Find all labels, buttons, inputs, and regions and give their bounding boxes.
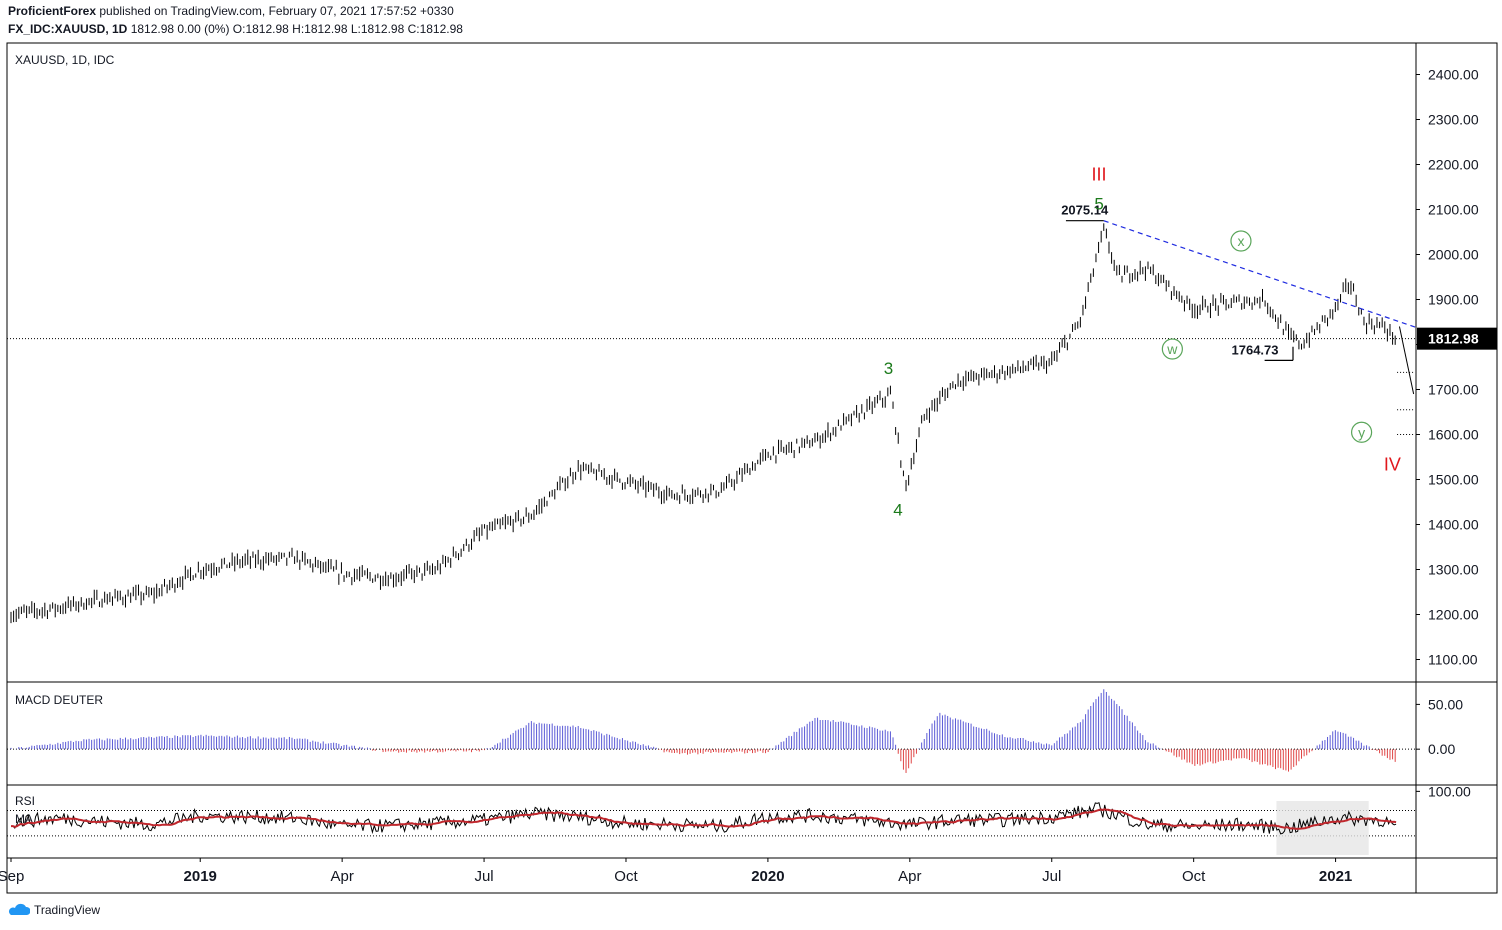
time-tick-label: Oct [614, 868, 638, 885]
rsi-ma-line [11, 808, 1397, 830]
last-price-badge [1417, 327, 1497, 350]
wave-x-label: x [1237, 233, 1244, 249]
symbol-info: FX_IDC:XAUUSD, 1D 1812.98 0.00 (0%) O:18… [8, 22, 463, 36]
main-pane-title: XAUUSD, 1D, IDC [15, 53, 115, 67]
publish-date: published on TradingView.com, February 0… [99, 4, 454, 18]
wave-IV-label: IV [1384, 455, 1401, 475]
cloud-icon [9, 903, 30, 915]
macd-tick-label: 50.00 [1428, 696, 1463, 712]
macd-pane-title: MACD DEUTER [15, 693, 103, 707]
time-tick-label: Jul [1042, 868, 1061, 885]
price-tick-label: 2300.00 [1428, 112, 1479, 128]
wave-3-label: 3 [884, 359, 893, 378]
price-tick-label: 1100.00 [1428, 652, 1478, 668]
wave-y-circle [1350, 421, 1373, 443]
price-tick-label: 1400.00 [1428, 517, 1479, 533]
time-tick-label: Jul [474, 868, 493, 885]
wave-w-circle [1161, 338, 1183, 360]
price-bars [10, 223, 1396, 624]
trend-line [1103, 220, 1417, 328]
time-tick-label: Oct [1182, 868, 1206, 885]
price-tick-label: 1500.00 [1428, 472, 1479, 488]
price-tick-label: 2200.00 [1428, 157, 1479, 173]
price-tick-label: 2000.00 [1428, 247, 1479, 263]
wave-x-circle [1230, 230, 1252, 252]
symbol-name: FX_IDC:XAUUSD, 1D [8, 22, 128, 36]
high-price-label: 2075.14 [1061, 203, 1109, 218]
price-tick-label: 2400.00 [1428, 67, 1479, 83]
price-tick-label: 1700.00 [1428, 382, 1479, 398]
macd-tick-label: 0.00 [1428, 741, 1455, 757]
rsi-tick-label: 100.00 [1428, 783, 1471, 799]
rsi-line [10, 802, 1397, 835]
time-tick-label: 2020 [751, 868, 784, 885]
low-price-label: 1764.73 [1232, 342, 1279, 357]
time-tick-label: 2021 [1319, 868, 1352, 885]
wave-III-label: III [1092, 164, 1107, 184]
price-tick-label: 1300.00 [1428, 562, 1479, 578]
publish-info: ProficientForex published on TradingView… [8, 4, 454, 18]
publisher-name: ProficientForex [8, 4, 97, 18]
price-tick-label: 1200.00 [1428, 607, 1479, 623]
rsi-pane-title: RSI [15, 794, 35, 808]
last-price-label: 1812.98 [1428, 331, 1479, 347]
price-tick-label: 1600.00 [1428, 427, 1479, 443]
brand-name: TradingView [34, 903, 101, 917]
time-tick-label: Apr [330, 868, 353, 885]
macd-histogram [10, 689, 1396, 773]
time-tick-label: 2019 [184, 868, 217, 885]
price-tick-label: 2100.00 [1428, 202, 1479, 218]
wave-5-label: 5 [1094, 195, 1103, 214]
price-tick-label: 1900.00 [1428, 292, 1479, 308]
time-tick-label: Apr [898, 868, 921, 885]
chart-frame [6, 42, 1498, 894]
wave-y-label: y [1358, 424, 1365, 440]
symbol-values: 1812.98 0.00 (0%) O:1812.98 H:1812.98 L:… [130, 22, 463, 36]
projection-line [1398, 326, 1415, 395]
tradingview-logo[interactable]: TradingView [8, 903, 100, 917]
time-tick-label: Sep [0, 868, 24, 885]
wave-4-label: 4 [893, 501, 902, 520]
wave-w-label: w [1166, 341, 1178, 357]
